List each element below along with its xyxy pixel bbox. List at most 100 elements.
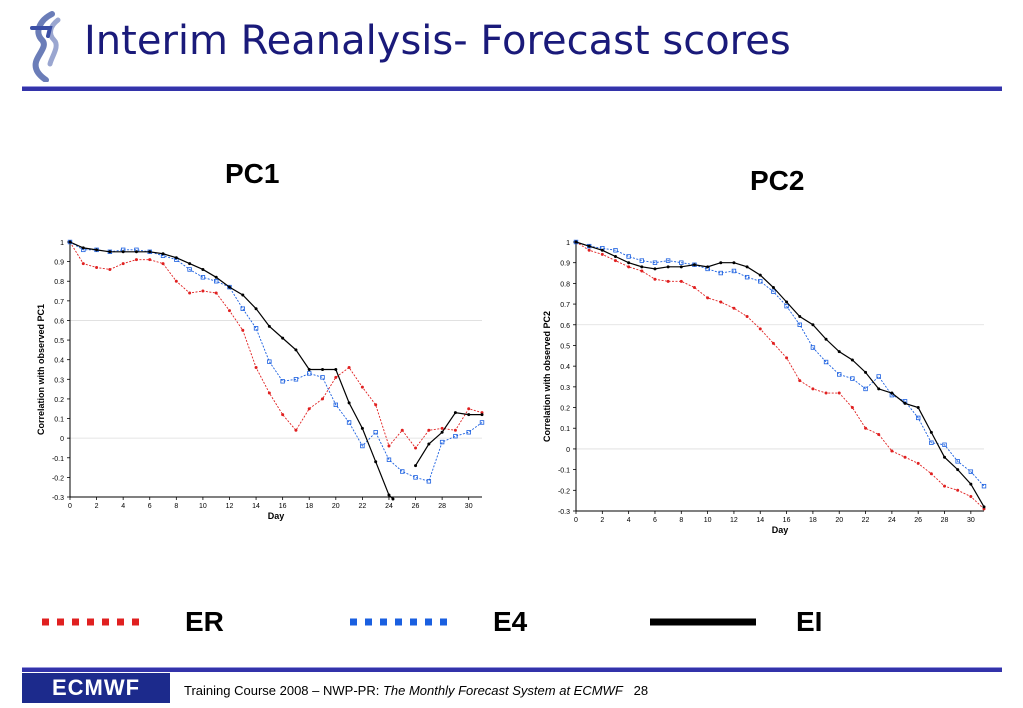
pc2-xtick-label: 18 (809, 517, 817, 524)
pc1-point-ei (321, 368, 325, 371)
pc2-point-er (890, 449, 894, 453)
pc2-point-ei (719, 261, 723, 265)
pc2-point-ei (877, 387, 881, 391)
pc1-point-ei (134, 250, 138, 254)
pc2-point-er (666, 279, 670, 283)
ecmwf-logo: ECMWF (22, 673, 170, 703)
pc1-point-e4 (227, 284, 232, 290)
pc1-point-er (387, 444, 391, 448)
pc2-point-ei (613, 254, 617, 258)
pc1-point-er (81, 262, 85, 266)
pc1-xtick-label: 8 (174, 503, 178, 510)
pc2-point-e4 (810, 345, 816, 350)
pc2-point-ei (758, 273, 762, 277)
pc1-ytick-label: 0.4 (54, 358, 64, 365)
pc2-point-er (771, 341, 775, 345)
pc2-xtick-label: 8 (679, 517, 683, 524)
pc2-ytick-label: -0.2 (558, 488, 570, 495)
pc2-ytick-label: 1 (566, 240, 570, 247)
pc2-point-e4 (652, 260, 658, 265)
pc2-point-ei (640, 265, 644, 269)
pc2-point-ei (692, 263, 696, 267)
pc1-point-er (427, 428, 431, 432)
pc2-ytick-label: 0.9 (560, 261, 570, 268)
pc2-xtick-label: 16 (783, 517, 791, 524)
pc2-point-ei (824, 337, 828, 341)
pc2-point-e4 (758, 279, 763, 284)
pc1-point-er (281, 413, 285, 417)
pc1-ytick-label: -0.2 (52, 475, 64, 482)
pc2-point-er (600, 252, 604, 256)
pc2-point-ei (982, 505, 986, 509)
pc1-xtick-label: 4 (121, 503, 125, 510)
pc1-point-e4 (386, 457, 392, 462)
pc2-point-e4 (876, 374, 881, 379)
pc1-point-ei (427, 442, 431, 446)
pc1-point-ei (387, 493, 391, 497)
legend-item-er: ER (40, 600, 224, 644)
pc1-ytick-label: -0.3 (52, 495, 64, 502)
pc2-xtick-label: 20 (835, 517, 843, 524)
pc1-point-e4 (187, 267, 192, 272)
pc1-point-e4 (439, 439, 445, 445)
pc1-point-ei (121, 250, 125, 254)
pc2-point-ei (574, 240, 578, 244)
pc2-point-ei (785, 300, 789, 304)
pc1-series-ei-line (69, 241, 394, 500)
pc2-ytick-label: 0.3 (560, 385, 570, 392)
pc2-point-er (824, 391, 828, 395)
header-divider (22, 86, 1002, 91)
pc2-point-ei (771, 286, 775, 290)
pc1-xtick-label: 26 (412, 503, 420, 510)
legend-swatch-er (42, 618, 143, 626)
legend-label-ei: EI (796, 606, 823, 637)
pc2-point-ei (666, 265, 670, 269)
pc2-point-e4 (784, 303, 789, 309)
pc1-point-er (467, 407, 471, 411)
legend-swatch-ei (650, 618, 756, 626)
pc1-point-er (227, 309, 231, 313)
pc1-point-e4 (293, 377, 299, 382)
pc2-ytick-label: 0.6 (560, 323, 570, 330)
footer-divider (22, 667, 1002, 672)
pc1-point-ei (480, 413, 484, 417)
pc2-ytick-label: 0 (566, 447, 570, 454)
pc2-point-ei (943, 455, 947, 459)
pc1-point-er (307, 407, 311, 411)
pc2-xtick-label: 4 (627, 517, 631, 524)
pc2-point-er (929, 472, 933, 476)
pc2-point-ei (864, 370, 868, 374)
ecmwf-swirl-logo-icon (30, 11, 61, 82)
pc1-ytick-label: 0.7 (54, 299, 64, 306)
pc2-ytick-label: -0.3 (558, 509, 570, 516)
pc2-point-ei (916, 406, 920, 410)
pc2-point-ei (600, 248, 604, 252)
pc1-point-e4 (67, 239, 73, 245)
pc1-point-e4 (400, 469, 405, 474)
pc1-point-e4 (413, 475, 418, 480)
pc2-xlabel: Day (772, 525, 789, 535)
pc1-point-ei (254, 307, 258, 311)
pc2-point-ei (745, 265, 749, 269)
pc1-point-e4 (333, 402, 339, 408)
pc1-point-ei (294, 348, 298, 352)
pc1-point-ei (241, 293, 245, 297)
pc1-ytick-label: 0.3 (54, 377, 64, 384)
pc1-point-ei (347, 401, 351, 405)
pc1-point-e4 (280, 379, 285, 384)
pc1-point-ei (214, 275, 218, 279)
pc2-xtick-label: 14 (756, 517, 764, 524)
pc1-point-ei (148, 250, 152, 254)
pc1-xtick-label: 22 (358, 503, 366, 510)
pc1-xtick-label: 0 (68, 503, 72, 510)
pc1-point-e4 (253, 326, 259, 331)
pc1-ytick-label: 0.5 (54, 338, 64, 345)
pc2-point-ei (587, 244, 591, 248)
pc2-point-e4 (718, 270, 723, 276)
pc1-point-ei (453, 411, 457, 415)
pc2-ytick-label: 0.2 (560, 406, 570, 413)
pc1-series-e4-line (69, 241, 483, 482)
pc1-point-ei (201, 267, 205, 271)
pc1-xtick-label: 30 (465, 503, 473, 510)
pc2-point-er (903, 455, 907, 459)
